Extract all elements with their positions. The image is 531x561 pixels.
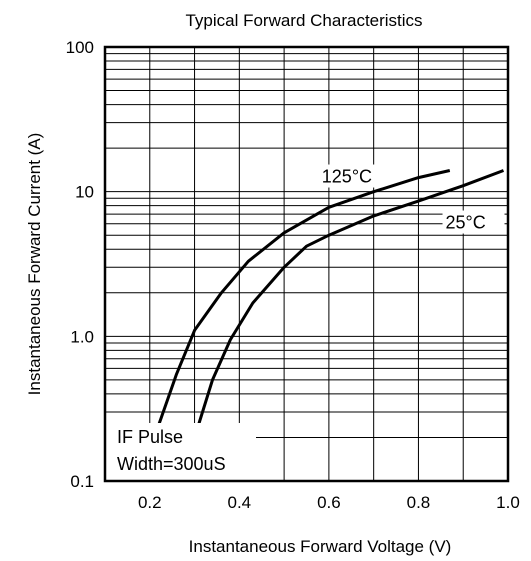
data-curves	[152, 169, 505, 438]
annotation-box: IF Pulse Width=300uS	[106, 423, 256, 481]
x-tick-label: 1.0	[496, 493, 520, 512]
series-label-background	[442, 210, 505, 234]
x-tick-label: 0.8	[407, 493, 431, 512]
grid	[105, 47, 508, 481]
y-tick-labels: 0.1 1.0 10 100	[66, 38, 94, 491]
chart-title: Typical Forward Characteristics	[185, 11, 422, 30]
series-label-1: 25°C	[446, 213, 486, 233]
series-curve-0	[152, 169, 451, 438]
x-tick-label: 0.4	[228, 493, 252, 512]
x-tick-label: 0.2	[138, 493, 162, 512]
series-label-background	[318, 164, 381, 188]
annotation-width: Width=300uS	[117, 454, 226, 474]
annotation-background	[106, 423, 256, 481]
y-tick-label: 1.0	[70, 327, 94, 346]
y-tick-label: 100	[66, 38, 94, 57]
x-axis-label: Instantaneous Forward Voltage (V)	[189, 537, 452, 556]
annotation-if-pulse: IF Pulse	[117, 427, 183, 447]
series-label-0: 125°C	[322, 167, 372, 187]
plot-frame	[103, 45, 510, 483]
x-tick-labels: 0.2 0.4 0.6 0.8 1.0	[138, 493, 520, 512]
y-tick-label: 0.1	[70, 472, 94, 491]
y-axis-label: Instantaneous Forward Current (A)	[25, 133, 44, 396]
y-tick-label: 10	[75, 183, 94, 202]
series-curve-1	[193, 169, 505, 438]
series-labels: 125°C 25°C	[318, 164, 505, 234]
x-tick-label: 0.6	[317, 493, 341, 512]
